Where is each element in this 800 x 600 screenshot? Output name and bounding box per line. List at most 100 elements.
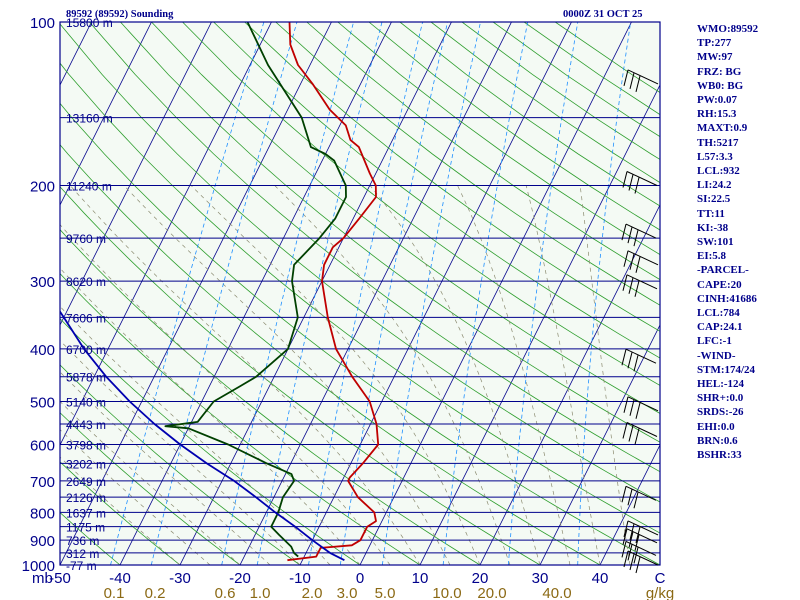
wind-barb-feather [623, 520, 629, 538]
isotherm-line [60, 22, 152, 206]
moist-adiabat [60, 267, 361, 565]
stat-line: CAP:24.1 [697, 321, 743, 334]
wind-barb-feather [635, 256, 641, 273]
moist-adiabat [60, 456, 181, 565]
dry-adiabat [60, 412, 241, 565]
wind-barb [621, 485, 657, 509]
dry-adiabat [60, 318, 361, 565]
pressure-tick-label: 800 [30, 505, 55, 522]
height-label: 7606 m [66, 311, 106, 325]
wind-barb-staff [625, 540, 657, 556]
dry-adiabat [60, 364, 301, 565]
pressure-tick-label: 300 [30, 274, 55, 291]
stat-line: SW:101 [697, 236, 734, 249]
wind-barbs [621, 69, 659, 574]
wind-barb-feather [634, 428, 640, 445]
wind-barb-feather [628, 531, 634, 548]
chart-timestamp: 0000Z 31 OCT 25 [563, 9, 643, 20]
wind-barb-feather [623, 550, 629, 568]
stat-line: WMO:89592 [697, 23, 759, 35]
wind-barb-feather [623, 69, 629, 87]
stat-line: TT:11 [697, 207, 725, 220]
mixing-ratio-tick-label: 0.6 [215, 585, 236, 600]
wind-barb-feather [634, 177, 640, 194]
wind-barb-feather [629, 72, 635, 90]
moist-adiabat [60, 371, 271, 565]
stat-line: MAXT:0.9 [697, 122, 748, 135]
isotherm-line [119, 22, 392, 565]
profile-lines [60, 22, 380, 562]
dry-adiabat [60, 512, 121, 565]
wind-barb-staff [625, 223, 657, 239]
height-label: 736 m [66, 534, 99, 548]
dry-adiabat [60, 186, 541, 565]
wind-barb [622, 422, 658, 445]
stat-line: LCL:784 [697, 307, 740, 320]
wind-barb-feather [635, 556, 641, 574]
dry-adiabat [275, 22, 660, 306]
isotherm-line [0, 22, 32, 565]
wind-barb-feather [635, 402, 641, 419]
wind-barb-feather [629, 553, 635, 571]
mixing-ratio-tick-label: 1.0 [250, 585, 271, 600]
stat-line: CINH:41686 [697, 292, 757, 305]
height-label: 13160 m [66, 112, 113, 126]
isotherm-line [359, 22, 632, 565]
isotherm-line [60, 22, 332, 565]
wind-barb [623, 396, 659, 419]
stat-line: FRZ: BG [697, 65, 742, 78]
stat-line: EHI:0.0 [697, 420, 735, 433]
wind-barb-feather [621, 223, 627, 241]
wind-barb-staff [627, 550, 659, 566]
moist-adiabat [60, 429, 211, 565]
dry-adiabat [244, 22, 660, 332]
dry-adiabat [60, 23, 660, 503]
wind-barb-feather [622, 171, 628, 188]
wind-barb-feather [629, 399, 635, 416]
pressure-tick-label: 900 [30, 533, 55, 550]
dry-adiabat [60, 144, 601, 565]
sounding-stats-panel: WMO:89592 TP:277 MW:97 FRZ: BG WB0: BG PW:0.0… [697, 22, 800, 462]
wind-barb-staff [627, 520, 659, 536]
dry-adiabat [60, 229, 481, 565]
pressure-tick-label: 200 [30, 178, 55, 195]
stat-line: PW:0.07 [697, 94, 738, 107]
mixing-ratio-tick-label: 20.0 [477, 585, 506, 600]
wind-barb-staff [625, 485, 657, 501]
stat-line: SI:22.5 [697, 193, 731, 206]
height-label: -77 m [66, 559, 97, 573]
wind-barb-feather [622, 422, 628, 439]
height-label: 3202 m [66, 457, 106, 471]
dry-adiabat [120, 22, 660, 443]
stat-line: L57:3.3 [697, 150, 733, 163]
wind-barb-feather [623, 396, 629, 413]
isotherm-line [419, 84, 660, 565]
temperature-tick-label: 0 [356, 570, 364, 587]
mixing-ratio-tick-label: 2.0 [302, 585, 323, 600]
wind-barb [623, 250, 659, 273]
stat-line: STM:174/24 [697, 363, 756, 376]
stat-line: CAPE:20 [697, 278, 742, 291]
wind-barb-feather [623, 250, 629, 267]
temperature-tick-label: -50 [49, 570, 71, 587]
height-label: 11240 m [66, 179, 112, 193]
height-label: 5140 m [66, 396, 106, 410]
dewpoint-profile [164, 22, 347, 558]
wind-barb-staff [626, 274, 658, 290]
wind-barb-feather [633, 229, 639, 247]
isotherm-line [239, 22, 512, 565]
wind-barb-feather [622, 274, 628, 291]
pressure-tick-label: 600 [30, 438, 55, 455]
parcel-profile [60, 309, 345, 562]
wind-barb-staff [626, 528, 658, 544]
stat-line: WB0: BG [697, 79, 744, 92]
moist-adiabat [60, 400, 241, 565]
wind-barb-feather [634, 280, 640, 297]
stat-line: MW:97 [697, 51, 733, 64]
stat-line: LCL:932 [697, 165, 740, 178]
wind-barb-staff [626, 171, 658, 186]
temperature-tick-label: -10 [289, 570, 311, 587]
stat-line: KI:-38 [697, 221, 729, 234]
